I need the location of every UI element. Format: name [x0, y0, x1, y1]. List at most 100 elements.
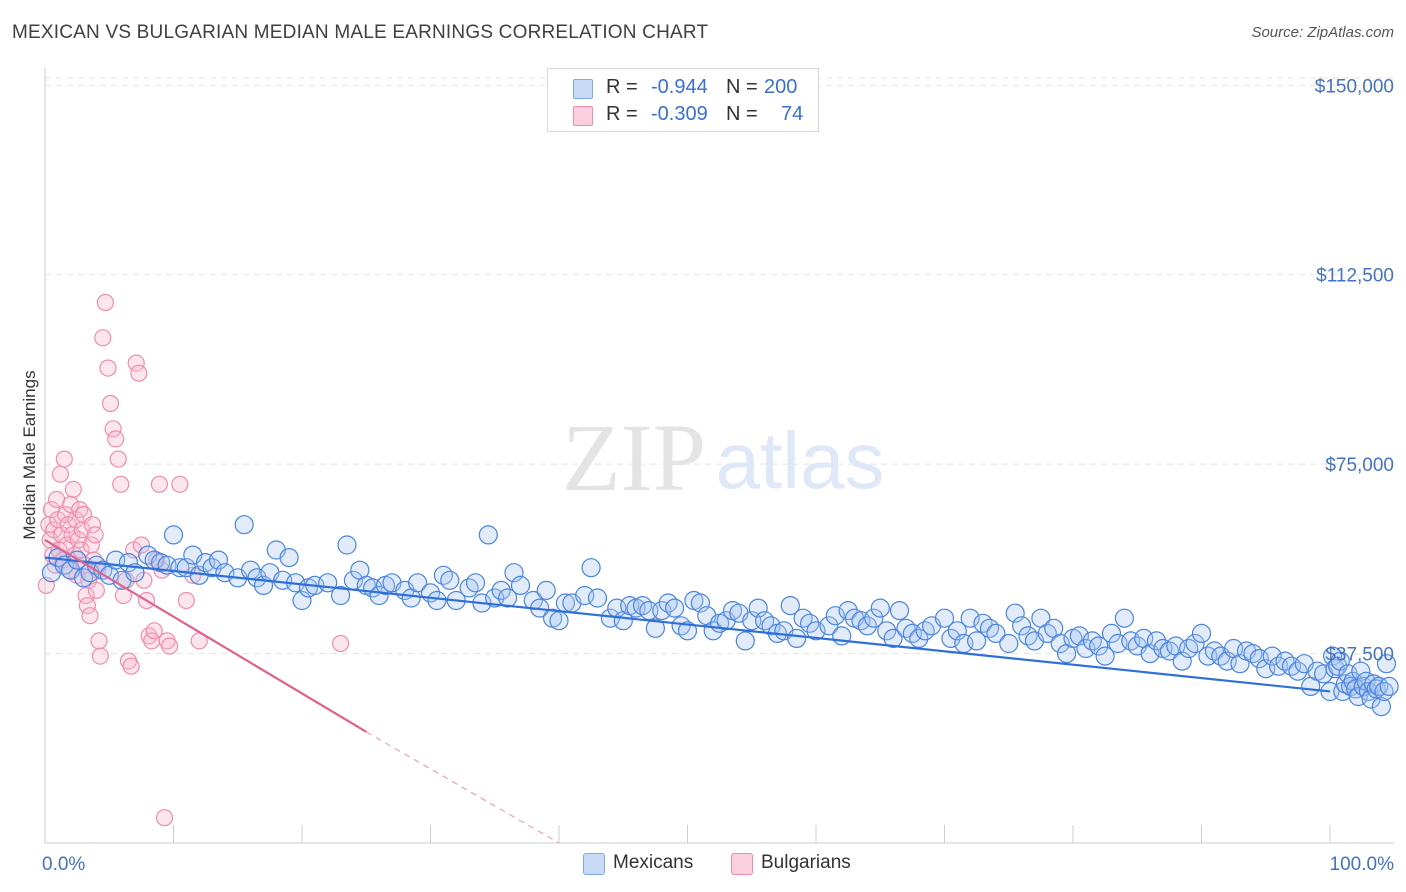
data-point	[1364, 674, 1384, 694]
data-point	[986, 623, 1006, 644]
source-label: Source: ZipAtlas.com	[1251, 24, 1394, 41]
trend-lines	[44, 538, 1331, 844]
data-point	[1371, 696, 1392, 717]
data-point	[122, 657, 140, 675]
data-point	[202, 558, 222, 578]
x-tick-label-end: 100.0%	[1330, 854, 1395, 875]
data-point	[799, 613, 820, 633]
data-point	[909, 628, 929, 649]
data-point	[208, 550, 229, 570]
data-point	[107, 430, 125, 448]
legend-n-value: 200	[764, 76, 798, 98]
data-point	[838, 600, 858, 621]
legend-r-label: R =	[606, 103, 638, 125]
data-point	[465, 573, 486, 593]
legend: R = -0.944 N = 200 R = -0.309 N = 74	[547, 68, 819, 132]
data-point	[877, 621, 897, 641]
data-point	[1114, 608, 1135, 628]
legend-r-value: -0.309	[651, 103, 708, 125]
data-point	[735, 631, 755, 651]
data-point	[581, 558, 601, 578]
data-point	[658, 593, 678, 613]
legend-r-label: R =	[606, 76, 638, 98]
data-point	[1379, 676, 1399, 697]
watermark: ZIP atlas	[562, 404, 884, 511]
trend-line-mexicans	[44, 556, 1331, 693]
legend-n-value: 74	[781, 103, 804, 125]
data-point	[127, 354, 145, 372]
data-point	[177, 591, 195, 610]
y-tick-label: $150,000	[1315, 76, 1394, 97]
trend-line-bulgarians-extension	[365, 731, 560, 844]
data-point	[1185, 633, 1205, 654]
legend-swatch-mexicans	[573, 79, 593, 99]
data-point	[1369, 676, 1389, 697]
data-point	[64, 480, 82, 498]
data-point	[870, 598, 890, 618]
data-point	[864, 608, 884, 628]
data-point	[979, 618, 1000, 638]
data-point	[587, 588, 608, 608]
data-point	[549, 611, 569, 631]
data-point	[510, 575, 531, 596]
data-point	[1050, 633, 1070, 654]
data-point	[1146, 631, 1167, 651]
data-point	[145, 622, 163, 640]
data-point	[536, 580, 556, 601]
trend-line-bulgarians	[44, 538, 367, 733]
data-point	[171, 475, 189, 493]
data-point	[999, 633, 1019, 654]
bottom-legend-swatch-bulgarians	[731, 853, 753, 875]
data-point	[112, 475, 130, 493]
legend-n-label: N =	[726, 76, 758, 98]
data-point	[69, 531, 88, 549]
data-point	[73, 521, 91, 539]
data-point	[1089, 636, 1109, 656]
bottom-legend-swatch-mexicans	[583, 853, 605, 875]
series-bulgarians	[37, 293, 350, 827]
data-point	[664, 598, 685, 618]
y-tick-label: $112,500	[1316, 266, 1394, 287]
data-point	[478, 525, 498, 545]
data-point	[1172, 651, 1192, 671]
data-point	[51, 465, 70, 483]
data-point	[677, 621, 698, 641]
data-point	[91, 647, 109, 665]
data-point	[163, 525, 184, 545]
data-point	[787, 628, 807, 649]
data-point	[292, 590, 312, 611]
legend-r-value: -0.944	[651, 76, 708, 98]
data-point	[498, 588, 518, 608]
data-point	[1288, 661, 1308, 681]
data-point	[73, 568, 94, 588]
data-point	[109, 450, 127, 468]
data-point	[857, 616, 878, 636]
data-point	[1351, 661, 1371, 681]
data-point	[1011, 616, 1032, 636]
data-point	[1328, 656, 1348, 676]
data-point	[150, 475, 168, 493]
data-point	[427, 590, 447, 611]
bottom-legend-label-mexicans: Mexicans	[613, 852, 694, 873]
data-point	[690, 593, 711, 613]
data-point	[1262, 646, 1282, 666]
data-point	[459, 578, 479, 598]
data-point	[130, 364, 148, 382]
data-point	[1018, 626, 1038, 646]
data-point	[1374, 681, 1394, 702]
tick-labels: $37,500 $75,000 $112,500 $150,000 0.0% 100.0%	[42, 76, 1394, 875]
data-point	[1204, 641, 1225, 661]
data-point	[491, 580, 511, 601]
data-point	[83, 516, 102, 534]
data-point	[896, 618, 916, 638]
data-point	[87, 581, 106, 600]
data-point	[132, 536, 150, 554]
data-point	[883, 628, 903, 649]
data-point	[332, 634, 350, 653]
data-point	[90, 632, 108, 650]
data-point	[234, 515, 254, 535]
data-point	[94, 329, 112, 347]
data-point	[973, 613, 993, 633]
watermark-zip: ZIP	[562, 404, 706, 511]
data-point	[1082, 631, 1102, 651]
